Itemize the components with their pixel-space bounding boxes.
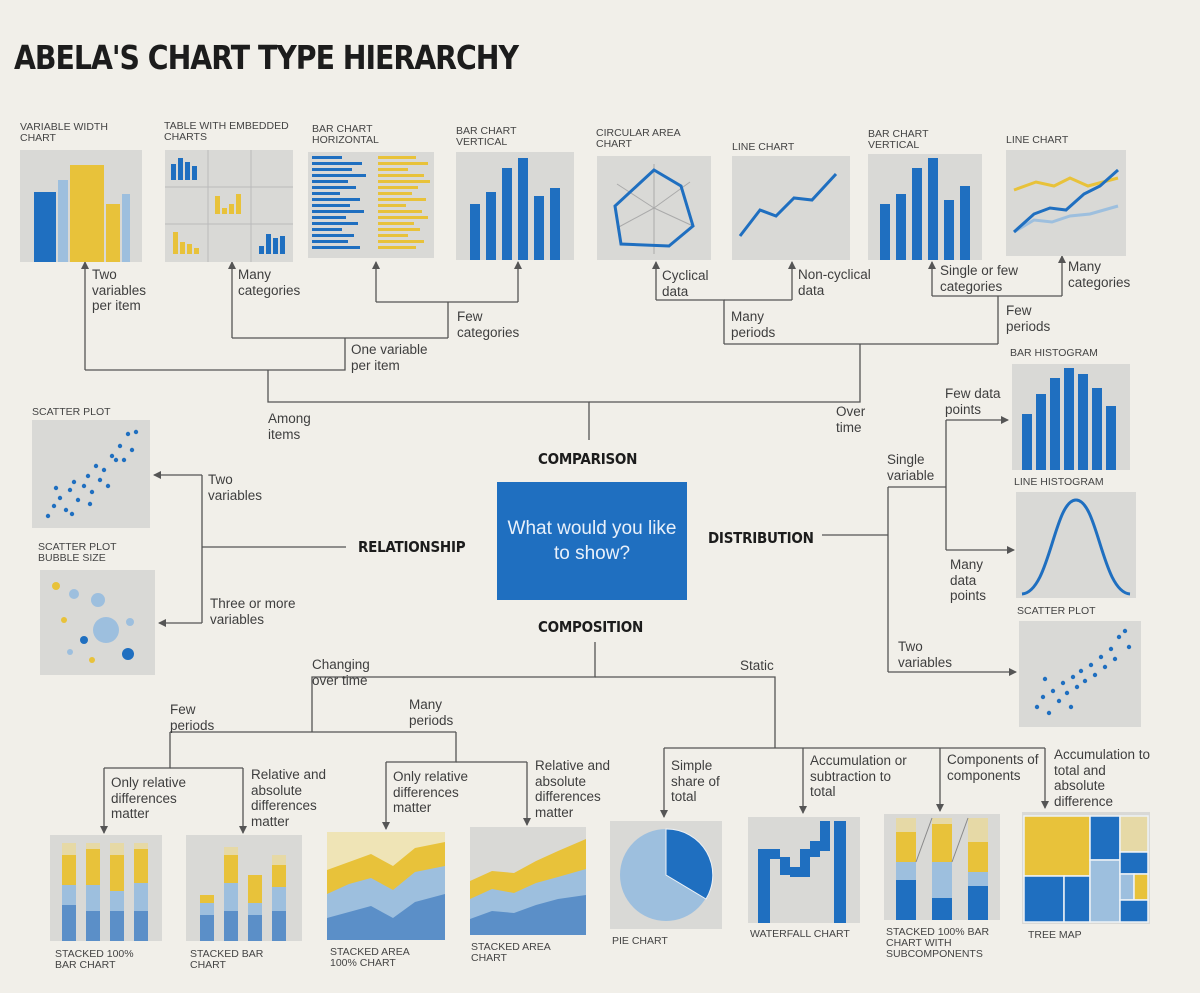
note-relative-absolute-2: Relative and absolute differences matter <box>535 758 611 820</box>
label-line-chart-2: LINE CHART <box>1006 134 1069 146</box>
thumb-pie-chart <box>610 821 722 929</box>
note-many-periods-2: Many periods <box>409 697 454 728</box>
center-question-text: What would you like to show? <box>507 518 677 564</box>
category-composition: COMPOSITION <box>538 618 643 636</box>
note-two-variables-distribution: Two variables <box>898 639 953 670</box>
thumb-stacked-100-bar-with-subcomponents <box>884 814 1000 920</box>
label-stacked-bar-chart: STACKED BAR CHART <box>190 948 264 971</box>
label-circular-area-chart: CIRCULAR AREA CHART <box>596 127 681 150</box>
label-bar-chart-horizontal: BAR CHART HORIZONTAL <box>312 123 379 146</box>
center-question-box: What would you like to show? <box>497 482 687 600</box>
note-two-variables-per-item: Two variables per item <box>92 267 147 313</box>
label-bar-histogram: BAR HISTOGRAM <box>1010 347 1098 359</box>
note-many-data-points: Many data points <box>950 557 987 603</box>
note-accumulation-or-subtraction: Accumulation or subtraction to total <box>810 753 907 799</box>
label-line-chart-1: LINE CHART <box>732 141 795 153</box>
thumb-scatter-plot-relationship <box>32 420 150 528</box>
thumb-stacked-area-chart <box>470 827 586 935</box>
thumb-bar-histogram <box>1012 364 1130 470</box>
note-static: Static <box>740 658 774 673</box>
note-cyclical-data: Cyclical data <box>662 268 709 299</box>
label-table-embedded-charts: TABLE WITH EMBEDDED CHARTS <box>164 120 289 143</box>
note-components-of-components: Components of components <box>947 752 1039 783</box>
note-among-items: Among items <box>268 411 311 442</box>
label-stacked-100-bar-chart: STACKED 100% BAR CHART <box>55 948 134 971</box>
note-single-variable: Single variable <box>887 452 935 483</box>
thumb-tree-map <box>1022 812 1150 924</box>
note-few-periods-1: Few periods <box>1006 303 1051 334</box>
thumb-bar-chart-vertical-2 <box>868 154 982 260</box>
label-variable-width-chart: VARIABLE WIDTH CHART <box>20 121 108 144</box>
page-title: ABELA'S CHART TYPE HIERARCHY <box>14 38 519 77</box>
note-two-variables-relationship: Two variables <box>208 472 263 503</box>
thumb-variable-width-chart <box>20 150 142 262</box>
label-bar-chart-vertical-2: BAR CHART VERTICAL <box>868 128 929 151</box>
note-few-periods-2: Few periods <box>170 702 215 733</box>
note-only-relative-2: Only relative differences matter <box>393 769 469 815</box>
note-simple-share-of-total: Simple share of total <box>671 758 720 804</box>
note-single-or-few-categories: Single or few categories <box>940 263 1019 294</box>
thumb-stacked-bar-chart <box>186 835 302 941</box>
label-scatter-plot-distribution: SCATTER PLOT <box>1017 605 1096 617</box>
label-scatter-plot-bubble-size: SCATTER PLOT BUBBLE SIZE <box>38 541 117 564</box>
thumb-stacked-100-bar-chart <box>50 835 162 941</box>
note-few-data-points: Few data points <box>945 386 1001 417</box>
category-comparison: COMPARISON <box>538 450 638 468</box>
note-over-time: Over time <box>836 404 866 435</box>
label-stacked-area-100-chart: STACKED AREA 100% CHART <box>330 946 410 969</box>
note-many-periods-1: Many periods <box>731 309 776 340</box>
label-stacked-area-chart: STACKED AREA CHART <box>471 941 551 964</box>
note-changing-over-time: Changing over time <box>312 657 370 688</box>
note-few-categories-1: Few categories <box>457 309 520 340</box>
label-pie-chart: PIE CHART <box>612 935 668 947</box>
thumb-circular-area-chart <box>597 156 711 260</box>
thumb-scatter-plot-distribution <box>1019 621 1141 727</box>
label-tree-map: TREE MAP <box>1028 929 1082 941</box>
note-many-categories-2: Many categories <box>1068 259 1131 290</box>
note-three-or-more-variables: Three or more variables <box>210 596 296 627</box>
thumb-line-chart-1 <box>732 156 850 260</box>
label-scatter-plot-relationship: SCATTER PLOT <box>32 406 111 418</box>
thumb-stacked-area-100-chart <box>327 832 445 940</box>
note-one-variable-per-item: One variable per item <box>351 342 428 373</box>
label-waterfall-chart: WATERFALL CHART <box>750 928 850 940</box>
thumb-line-chart-2 <box>1006 150 1126 256</box>
label-bar-chart-vertical-1: BAR CHART VERTICAL <box>456 125 517 148</box>
note-non-cyclical-data: Non-cyclical data <box>798 267 871 298</box>
category-distribution: DISTRIBUTION <box>708 529 814 547</box>
thumb-table-embedded-charts <box>165 150 293 262</box>
thumb-bar-chart-vertical-1 <box>456 152 574 260</box>
label-line-histogram: LINE HISTOGRAM <box>1014 476 1104 488</box>
thumb-waterfall-chart <box>748 817 860 923</box>
thumb-scatter-plot-bubble-size <box>40 570 155 675</box>
note-relative-absolute-1: Relative and absolute differences matter <box>251 767 327 829</box>
thumb-line-histogram <box>1016 492 1136 598</box>
note-only-relative-1: Only relative differences matter <box>111 775 187 821</box>
category-relationship: RELATIONSHIP <box>358 538 466 556</box>
note-many-categories-1: Many categories <box>238 267 301 298</box>
thumb-bar-chart-horizontal <box>308 152 434 258</box>
label-stacked-100-bar-with-subcomponents: STACKED 100% BAR CHART WITH SUBCOMPONENT… <box>886 926 990 960</box>
